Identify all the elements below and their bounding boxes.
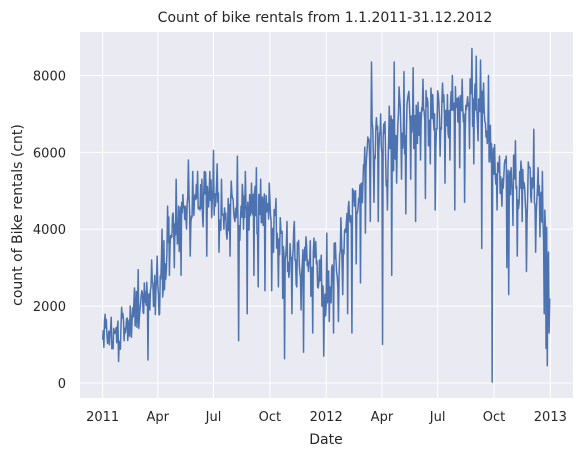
y-tick-label: 2000 xyxy=(33,300,66,315)
y-axis-ticks: 0 2000 4000 6000 8000 xyxy=(33,69,66,392)
series-line-group xyxy=(101,47,551,383)
y-axis-label: count of Bike rentals (cnt) xyxy=(10,124,26,306)
chart-title: Count of bike rentals from 1.1.2011-31.1… xyxy=(158,10,493,26)
x-tick-label: Jul xyxy=(205,410,222,425)
y-tick-label: 6000 xyxy=(33,146,66,161)
x-axis-label: Date xyxy=(309,432,342,448)
x-tick-label: Oct xyxy=(259,410,281,425)
x-tick-label: 2012 xyxy=(310,410,343,425)
y-tick-label: 0 xyxy=(58,377,66,392)
x-tick-label: 2011 xyxy=(86,410,119,425)
y-tick-label: 8000 xyxy=(33,69,66,84)
x-tick-label: Jul xyxy=(429,410,446,425)
series-line-cnt xyxy=(101,47,551,383)
x-tick-label: Oct xyxy=(483,410,505,425)
x-tick-label: Apr xyxy=(147,410,170,425)
x-tick-label: 2013 xyxy=(534,410,567,425)
x-axis-ticks: 2011 Apr Jul Oct 2012 Apr Jul Oct 2013 xyxy=(86,410,567,425)
y-tick-label: 4000 xyxy=(33,223,66,238)
x-tick-label: Apr xyxy=(371,410,394,425)
